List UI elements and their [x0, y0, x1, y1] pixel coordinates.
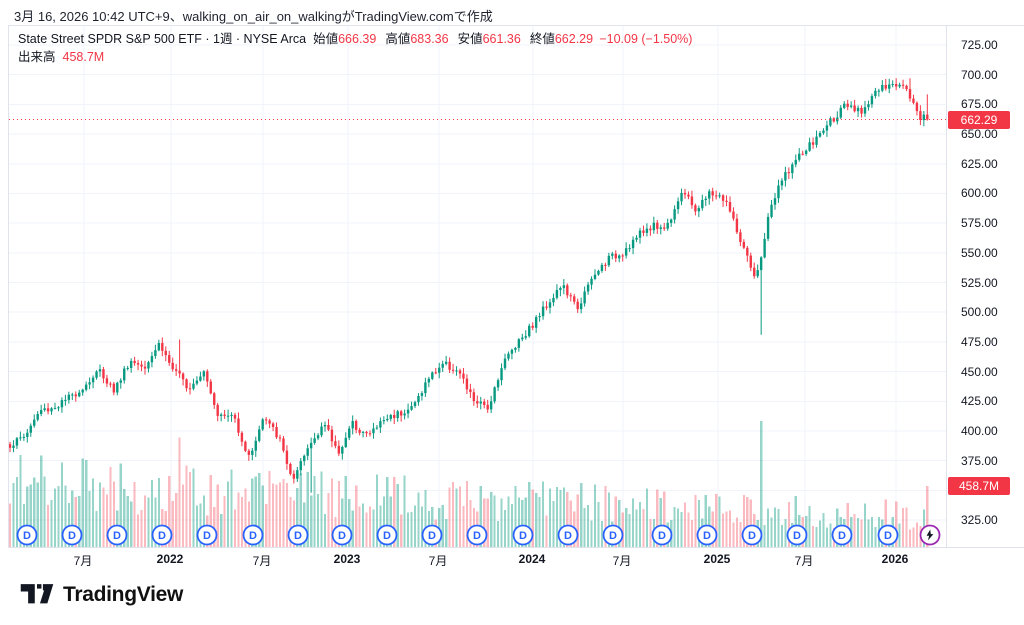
- dividend-marker[interactable]: D: [741, 524, 763, 546]
- price-tick-label: 500.00: [961, 305, 998, 320]
- price-tick-label: 650.00: [961, 127, 998, 142]
- dividend-marker[interactable]: D: [151, 524, 173, 546]
- price-tick-label: 600.00: [961, 186, 998, 201]
- svg-text:D: D: [113, 530, 121, 542]
- time-axis-month-label: 7月: [794, 554, 814, 568]
- volume-legend-value: 458.7M: [62, 50, 105, 64]
- svg-text:D: D: [703, 530, 711, 542]
- price-axis: 662.29 458.7M 725.00 700.00 675.00 650.00 62…: [947, 25, 1024, 548]
- price-tick-label: 725.00: [961, 38, 998, 52]
- svg-text:D: D: [793, 530, 801, 542]
- dividend-marker[interactable]: D: [16, 524, 38, 546]
- price-tick-label: 425.00: [961, 394, 998, 409]
- price-tick-label: 325.00: [961, 513, 998, 527]
- svg-text:D: D: [609, 530, 617, 542]
- time-axis-month-label: 7月: [612, 554, 632, 568]
- dividend-marker[interactable]: D: [512, 524, 534, 546]
- time-axis-year-label: 2023: [333, 552, 361, 566]
- svg-text:D: D: [383, 530, 391, 542]
- tradingview-logo-text: TradingView: [63, 582, 184, 606]
- last-price-badge: 662.29: [948, 110, 1010, 129]
- dividend-marker[interactable]: D: [696, 524, 718, 546]
- price-tick-label: 375.00: [961, 453, 998, 468]
- svg-text:D: D: [68, 530, 76, 542]
- dividend-marker[interactable]: D: [106, 524, 128, 546]
- price-tick-label: 550.00: [961, 245, 998, 260]
- svg-text:D: D: [519, 530, 527, 542]
- price-tick-label: 475.00: [961, 334, 998, 349]
- svg-text:D: D: [294, 530, 302, 542]
- dividend-marker[interactable]: D: [331, 524, 353, 546]
- dividend-marker[interactable]: D: [287, 524, 309, 546]
- svg-text:D: D: [338, 530, 346, 542]
- dividend-marker[interactable]: D: [786, 524, 808, 546]
- ohlc-value: 終値662.29 −10.09 (−1.50%): [529, 32, 693, 46]
- dividend-marker[interactable]: D: [61, 524, 83, 546]
- flash-marker[interactable]: [919, 524, 941, 546]
- dividend-marker[interactable]: D: [877, 524, 899, 546]
- time-axis-year-label: 2025: [703, 552, 731, 566]
- dividend-marker[interactable]: D: [466, 524, 488, 546]
- time-axis-month-label: 7月: [428, 554, 448, 568]
- svg-text:D: D: [23, 530, 31, 542]
- price-chart-pane[interactable]: D D D D D D D D D D D D D D D D D D D D State Street SPDR S…: [8, 25, 947, 548]
- volume-legend-label: 出来高: [18, 50, 56, 64]
- symbol-title: State Street SPDR S&P 500 ETF · 1週 · NYS…: [18, 32, 307, 46]
- time-axis-year-label: 2022: [156, 552, 184, 566]
- price-tick-label: 400.00: [961, 423, 998, 438]
- dividend-marker[interactable]: D: [651, 524, 673, 546]
- svg-text:D: D: [658, 530, 666, 542]
- ohlc-value: 始値666.39: [313, 32, 377, 46]
- dividend-marker[interactable]: D: [831, 524, 853, 546]
- svg-text:D: D: [249, 530, 257, 542]
- dividend-marker[interactable]: D: [557, 524, 579, 546]
- chart-legend: State Street SPDR S&P 500 ETF · 1週 · NYS…: [18, 31, 692, 67]
- ohlc-value: 安値661.36: [457, 32, 521, 46]
- dividend-marker[interactable]: D: [242, 524, 264, 546]
- price-tick-label: 575.00: [961, 216, 998, 231]
- dividend-marker[interactable]: D: [376, 524, 398, 546]
- svg-text:D: D: [473, 530, 481, 542]
- price-tick-label: 625.00: [961, 156, 998, 171]
- dividend-marker[interactable]: D: [421, 524, 443, 546]
- dividend-marker[interactable]: D: [196, 524, 218, 546]
- svg-text:D: D: [884, 530, 892, 542]
- price-tick-label: 700.00: [961, 67, 998, 82]
- time-axis-month-label: 7月: [73, 554, 93, 568]
- dividend-marker[interactable]: D: [602, 524, 624, 546]
- price-tick-label: 450.00: [961, 364, 998, 379]
- time-axis-year-label: 2026: [881, 552, 909, 566]
- tradingview-logo[interactable]: TradingView: [20, 581, 183, 608]
- price-tick-label: 525.00: [961, 275, 998, 290]
- svg-text:D: D: [428, 530, 436, 542]
- svg-text:D: D: [564, 530, 572, 542]
- creation-attribution: 3月 16, 2026 10:42 UTC+9、walking_on_air_o…: [14, 9, 493, 24]
- last-volume-badge: 458.7M: [948, 477, 1010, 496]
- svg-text:D: D: [838, 530, 846, 542]
- price-tick-label: 675.00: [961, 97, 998, 112]
- tradingview-logo-icon: [20, 584, 54, 604]
- time-axis-month-label: 7月: [252, 554, 272, 568]
- svg-text:D: D: [203, 530, 211, 542]
- svg-text:D: D: [158, 530, 166, 542]
- time-axis-year-label: 2024: [518, 552, 546, 566]
- time-axis: 7月 2022 7月 2023 7月 2024 7月 2025 7月 2026: [8, 548, 947, 570]
- ohlc-value: 高値683.36: [385, 32, 449, 46]
- svg-text:D: D: [748, 530, 756, 542]
